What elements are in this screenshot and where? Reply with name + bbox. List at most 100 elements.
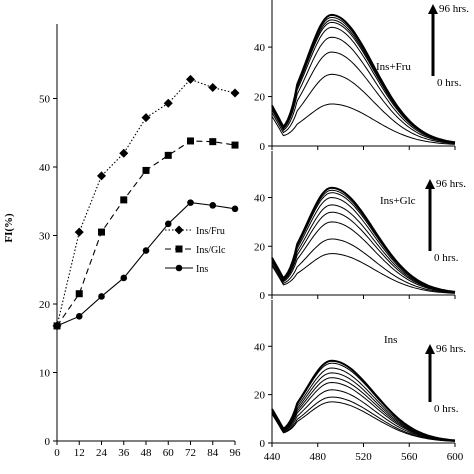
x-tick-label: 440 [264,451,281,463]
y-tick-label: 40 [254,341,266,353]
spectrum-curve [271,389,456,442]
arrow-bottom-label: 0 hrs. [434,403,459,415]
series-line [56,202,236,327]
sample-label: Ins+Glc [380,195,416,207]
y-tick-label: 0 [45,436,51,448]
series-line [56,78,236,327]
spectra-panels: 0 20 40 Ins+Fru 96 hrs. 0 hrs. 0 20 40 Ins+Glc 96 … [254,0,469,463]
spectra-panel-1: 0 20 40 Ins+Fru 96 hrs. 0 hrs. [254,0,469,153]
legend: Ins/Fru Ins/Glc Ins [165,225,226,275]
x-tick-label: 480 [310,451,327,463]
data-point [142,166,150,174]
x-tick-label: 60 [163,447,175,459]
x-tick-label: 12 [74,447,85,459]
arrow-head [428,4,438,14]
spectrum-curve [271,396,456,442]
legend-marker [175,245,183,253]
data-point [142,247,150,254]
x-tick-label: 36 [118,447,130,459]
y-tick-label: 20 [254,92,266,104]
data-point [187,199,194,206]
x-tick-label: 600 [447,451,464,463]
y-tick-label: 40 [39,162,51,174]
x-tick-label: 520 [355,451,372,463]
arrow-top-label: 96 hrs. [439,3,469,15]
y-tick-label: 50 [39,94,51,106]
y-tick-label: 40 [254,193,266,205]
y-tick-label: 40 [254,42,266,54]
arrow-bottom-label: 0 hrs. [437,77,462,89]
arrow-top-label: 96 hrs. [436,178,466,190]
x-tick-label: 84 [207,447,219,459]
data-point [187,137,194,145]
data-point [75,313,83,320]
series-ins [53,199,239,330]
legend-label: Ins/Glc [196,245,226,256]
data-point [209,138,217,146]
spectra-panel-2: 0 20 40 Ins+Glc 96 hrs. 0 hrs. [254,151,466,302]
spectrum-curve [271,186,456,293]
spectrum-curve [271,204,456,293]
spectrum-curve [271,221,456,294]
data-point [53,322,61,330]
data-point [119,148,129,158]
data-point [164,220,172,228]
spectrum-curve [271,192,456,293]
spectrum-curve [271,36,456,144]
y-tick-label: 30 [39,231,51,243]
data-point [231,141,239,149]
x-tick-label: 24 [96,447,108,459]
data-point [120,196,128,204]
data-point [98,293,105,300]
x-tick-label: 96 [230,447,242,459]
spectrum-curve [271,103,456,145]
y-tick-label: 0 [260,290,266,302]
arrow-bottom-label: 0 hrs. [434,252,459,264]
x-tick-label: 48 [141,447,153,459]
data-point [141,113,151,123]
data-point [74,227,84,237]
y-tick-label: 20 [254,241,266,253]
sample-label: Ins [384,334,397,346]
data-point [230,88,240,98]
x-tick-label: 0 [54,447,60,459]
x-tick-label: 72 [185,447,196,459]
legend-label: Ins/Fru [196,226,225,237]
legend-marker [174,225,184,235]
spectrum-curve [271,238,456,294]
sample-label: Ins+Fru [376,61,411,73]
y-tick-label: 0 [260,141,266,153]
data-point [208,83,218,93]
data-point [98,228,105,236]
legend-marker [175,264,183,272]
arrow-top-label: 96 hrs. [436,343,466,355]
arrow-head [425,344,435,354]
legend-label: Ins [196,264,208,275]
data-point [186,74,195,84]
data-point [97,171,106,181]
fi-chart: 0 10 20 30 40 50 0 12 24 36 48 60 72 84 96 FI(%) Ins/Fru… [3,24,241,459]
spectra-panel-3: 0 20 40 440 480 520 560 600 Ins 96 hrs. 0 hrs. [254,300,466,463]
y-tick-label: 20 [254,390,266,402]
y-tick-label: 0 [260,438,266,450]
arrow-head [425,179,435,189]
y-tick-label: 20 [39,299,51,311]
spectrum-curve [271,377,456,442]
spectrum-curve [271,26,456,144]
data-point [231,205,239,213]
spectrum-curve [271,359,456,442]
x-tick-label: 560 [401,451,418,463]
spectrum-curve [271,51,456,144]
spectrum-curve [271,253,456,294]
spectrum-curve [271,73,456,145]
data-point [209,202,217,209]
y-axis-label: FI(%) [3,213,15,243]
spectrum-curve [271,13,456,144]
data-point [164,151,172,159]
data-point [120,274,128,282]
spectrum-curve [271,362,456,441]
spectrum-curve [271,196,456,293]
data-point [75,290,83,298]
data-point [163,98,173,108]
